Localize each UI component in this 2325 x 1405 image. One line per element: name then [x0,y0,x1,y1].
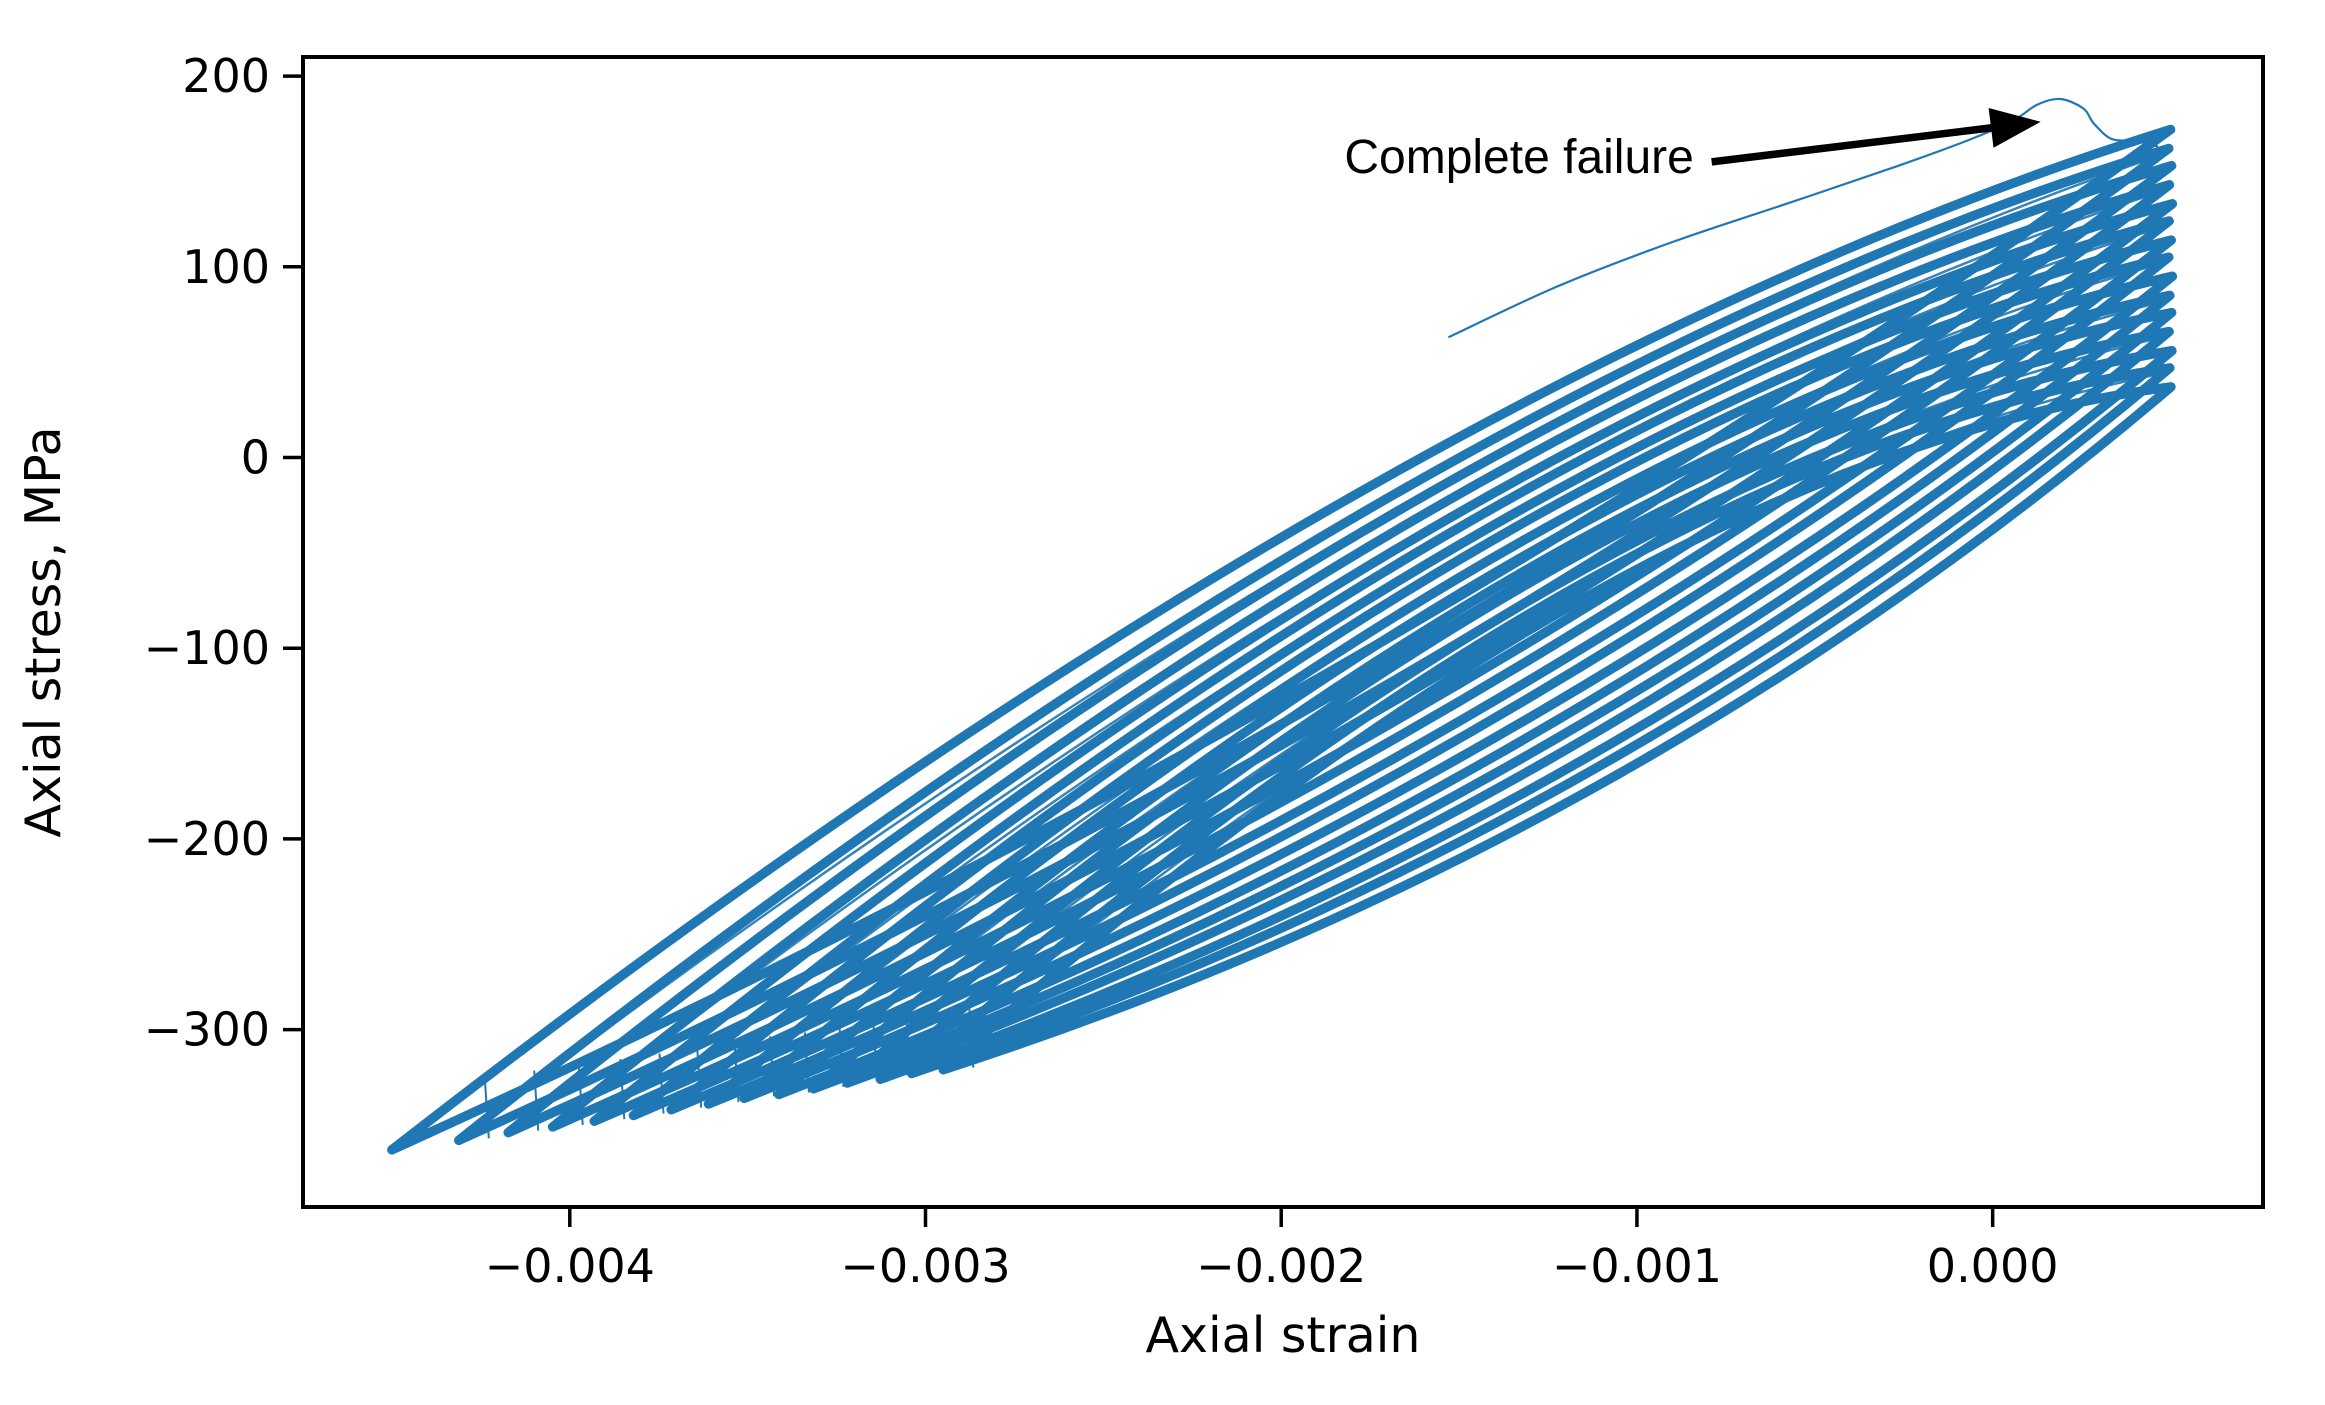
cycle-connector-line [905,1017,912,1078]
hysteresis-loop [842,326,2174,1088]
cycle-connector-line [936,1011,943,1072]
hysteresis-loop [387,124,2176,1155]
x-tick-label: −0.002 [1196,1239,1366,1293]
cycle-connector-line [577,1064,584,1125]
cycle-connector-line [872,1020,879,1082]
hysteresis-loop [739,271,2178,1104]
cycle-connector-line [968,1007,975,1068]
hysteresis-loop [703,252,2174,1109]
plot-data-layer [387,97,2178,1155]
cycle-connector-line [533,1070,540,1131]
y-axis-label: Axial stress, MPa [15,426,72,837]
annotation-arrowhead-icon [1988,108,2041,148]
y-tick-label: −300 [144,1003,270,1057]
hysteresis-loop [875,345,2177,1084]
annotation-label: Complete failure [1344,131,1694,184]
cycle-connector-line [696,1047,703,1108]
hysteresis-loop [938,382,2176,1075]
hysteresis-loop [906,363,2175,1079]
x-tick-label: −0.001 [1552,1239,1722,1293]
cycle-connector-line [483,1078,490,1139]
cycle-connector-line [619,1059,626,1120]
y-tick-label: 0 [241,430,270,484]
cycle-connector-line [658,1053,665,1114]
cycle-connector-line [769,1036,776,1097]
y-tick-label: −100 [144,621,270,675]
x-axis-label: Axial strain [1146,1307,1421,1364]
cycle-connector-line [803,1032,810,1093]
x-tick-label: −0.004 [485,1239,655,1293]
hysteresis-loop [774,290,2175,1100]
hysteresis-loop [666,235,2176,1115]
x-tick-label: 0.000 [1927,1239,2059,1293]
hysteresis-loop [808,307,2177,1094]
cycle-connector-line [838,1026,845,1087]
y-tick-label: 100 [182,240,270,294]
y-tick-label: 200 [182,49,270,103]
y-tick-label: −200 [144,812,270,866]
x-tick-label: −0.003 [840,1239,1010,1293]
cycle-connector-line [733,1041,740,1103]
hysteresis-loop [503,160,2177,1138]
axes-spines [301,55,2265,1209]
annotation-arrow-shaft [1711,123,1998,166]
